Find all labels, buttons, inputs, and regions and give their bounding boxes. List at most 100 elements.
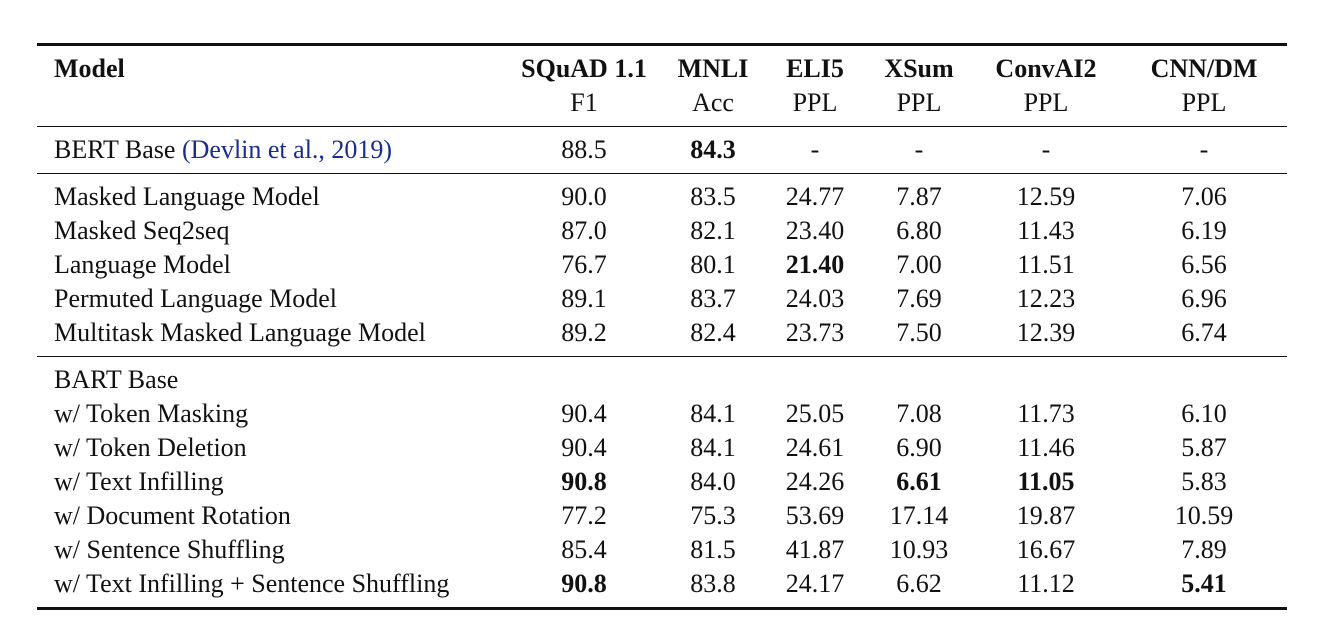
cell-squad: 90.0: [561, 182, 607, 211]
cell-eli5: 24.61: [785, 433, 845, 462]
model-name: BERT Base: [54, 135, 176, 164]
model-name-cell: BERT Base (Devlin et al., 2019): [37, 126, 505, 174]
cell-mnli: 80.1: [690, 250, 736, 279]
table-row: w/ Document Rotation 77.2 75.3 53.69 17.…: [37, 499, 1287, 533]
cell-squad: 85.4: [561, 535, 607, 564]
cell-cnndm: -: [1121, 126, 1287, 174]
table-row: w/ Token Deletion 90.4 84.1 24.61 6.90 1…: [37, 431, 1287, 465]
cell-mnli: 83.5: [690, 182, 736, 211]
table-row: Multitask Masked Language Model 89.2 82.…: [37, 316, 1287, 357]
model-name: Language Model: [54, 250, 231, 279]
table-row-bert-base: BERT Base (Devlin et al., 2019) 88.5 84.…: [37, 126, 1287, 174]
header-cnndm: CNN/DM PPL: [1121, 46, 1287, 127]
cell-mnli: 82.4: [663, 316, 763, 357]
cell-xsum: 7.87: [896, 182, 942, 211]
cell-xsum: 7.50: [867, 316, 971, 357]
header-convai2-metric: PPL: [1023, 88, 1069, 117]
model-name: w/ Token Masking: [54, 399, 249, 428]
cell-eli5: 23.73: [763, 316, 867, 357]
header-model: Model: [37, 46, 505, 127]
header-squad-name: SQuAD 1.1: [521, 54, 647, 83]
cell-xsum: 6.62: [867, 567, 971, 610]
header-xsum-metric: PPL: [896, 88, 942, 117]
header-row: Model SQuAD 1.1 F1 MNLI Acc ELI5 PPL XSu…: [37, 46, 1287, 127]
cell-squad: 90.4: [561, 433, 607, 462]
cell-mnli: 81.5: [690, 535, 736, 564]
model-name: Permuted Language Model: [54, 284, 338, 313]
header-xsum-name: XSum: [884, 54, 954, 83]
table-row: w/ Text Infilling + Sentence Shuffling 9…: [37, 567, 1287, 610]
cell-squad: 77.2: [561, 501, 607, 530]
cell-convai2: 16.67: [1016, 535, 1076, 564]
model-name: w/ Token Deletion: [54, 433, 247, 462]
cell-eli5: 25.05: [785, 399, 845, 428]
results-table-container: Model SQuAD 1.1 F1 MNLI Acc ELI5 PPL XSu…: [37, 43, 1287, 610]
cell-squad: 89.1: [561, 284, 607, 313]
cell-mnli: 82.1: [690, 216, 736, 245]
table-row: Permuted Language Model 89.1 83.7 24.03 …: [37, 282, 1287, 316]
cell-eli5: 21.40: [785, 250, 845, 279]
model-name: w/ Text Infilling: [54, 467, 224, 496]
cell-eli5: 24.17: [763, 567, 867, 610]
cell-xsum: 6.61: [896, 467, 942, 496]
cell-squad: 90.8: [505, 567, 663, 610]
model-name: w/ Text Infilling + Sentence Shuffling: [37, 567, 505, 610]
citation-link[interactable]: (Devlin et al., 2019): [181, 135, 393, 164]
cell-cnndm: 5.41: [1121, 567, 1287, 610]
table-row: w/ Sentence Shuffling 85.4 81.5 41.87 10…: [37, 533, 1287, 567]
header-eli5: ELI5 PPL: [763, 46, 867, 127]
cell-eli5: 41.87: [785, 535, 845, 564]
top-rule-row: [37, 43, 1287, 47]
cell-cnndm: 6.10: [1181, 399, 1227, 428]
cell-xsum: 6.80: [896, 216, 942, 245]
header-squad-metric: F1: [570, 88, 598, 117]
cell-cnndm: 7.89: [1181, 535, 1227, 564]
cell-cnndm: 5.83: [1181, 467, 1227, 496]
cell-xsum: 7.00: [896, 250, 942, 279]
cell-mnli: 84.1: [690, 433, 736, 462]
table-row: w/ Token Masking 90.4 84.1 25.05 7.08 11…: [37, 397, 1287, 431]
cell-convai2: 11.05: [1017, 467, 1075, 496]
cell-mnli: 84.1: [690, 399, 736, 428]
cell-convai2: 11.46: [1017, 433, 1075, 462]
cell-mnli: 83.8: [663, 567, 763, 610]
group-title-spacer: [505, 357, 1287, 398]
cell-squad: 89.2: [505, 316, 663, 357]
table-row: w/ Text Infilling 90.8 84.0 24.26 6.61 1…: [37, 465, 1287, 499]
cell-cnndm: 6.74: [1121, 316, 1287, 357]
header-squad: SQuAD 1.1 F1: [505, 46, 663, 127]
cell-eli5: 24.03: [785, 284, 845, 313]
cell-cnndm: 5.87: [1181, 433, 1227, 462]
cell-xsum: 7.69: [896, 284, 942, 313]
header-eli5-metric: PPL: [792, 88, 838, 117]
model-name: w/ Document Rotation: [54, 501, 291, 530]
cell-eli5: 24.77: [785, 182, 845, 211]
cell-convai2: 19.87: [1016, 501, 1076, 530]
cell-xsum: 6.90: [896, 433, 942, 462]
cell-mnli: 84.0: [690, 467, 736, 496]
cell-eli5: 53.69: [785, 501, 845, 530]
model-name: Masked Seq2seq: [54, 216, 230, 245]
cell-eli5: 23.40: [785, 216, 845, 245]
model-name: Masked Language Model: [54, 182, 320, 211]
group-title-row: BART Base: [37, 357, 1287, 398]
cell-squad: 88.5: [505, 126, 663, 174]
cell-convai2: -: [971, 126, 1121, 174]
header-xsum: XSum PPL: [867, 46, 971, 127]
group-title: BART Base: [54, 365, 179, 394]
cell-convai2: 11.73: [1017, 399, 1075, 428]
cell-cnndm: 6.56: [1181, 250, 1227, 279]
cell-xsum: 17.14: [889, 501, 949, 530]
cell-cnndm: 6.19: [1181, 216, 1227, 245]
header-convai2-name: ConvAI2: [995, 54, 1097, 83]
model-name: w/ Sentence Shuffling: [54, 535, 285, 564]
cell-convai2: 11.43: [1017, 216, 1075, 245]
header-mnli-metric: Acc: [692, 88, 734, 117]
header-model-label: Model: [54, 54, 125, 83]
cell-convai2: 12.23: [1016, 284, 1076, 313]
results-table: Model SQuAD 1.1 F1 MNLI Acc ELI5 PPL XSu…: [37, 43, 1287, 610]
cell-squad: 87.0: [561, 216, 607, 245]
cell-mnli: 83.7: [690, 284, 736, 313]
table-row: Masked Language Model 90.0 83.5 24.77 7.…: [37, 174, 1287, 215]
cell-convai2: 12.59: [1016, 182, 1076, 211]
